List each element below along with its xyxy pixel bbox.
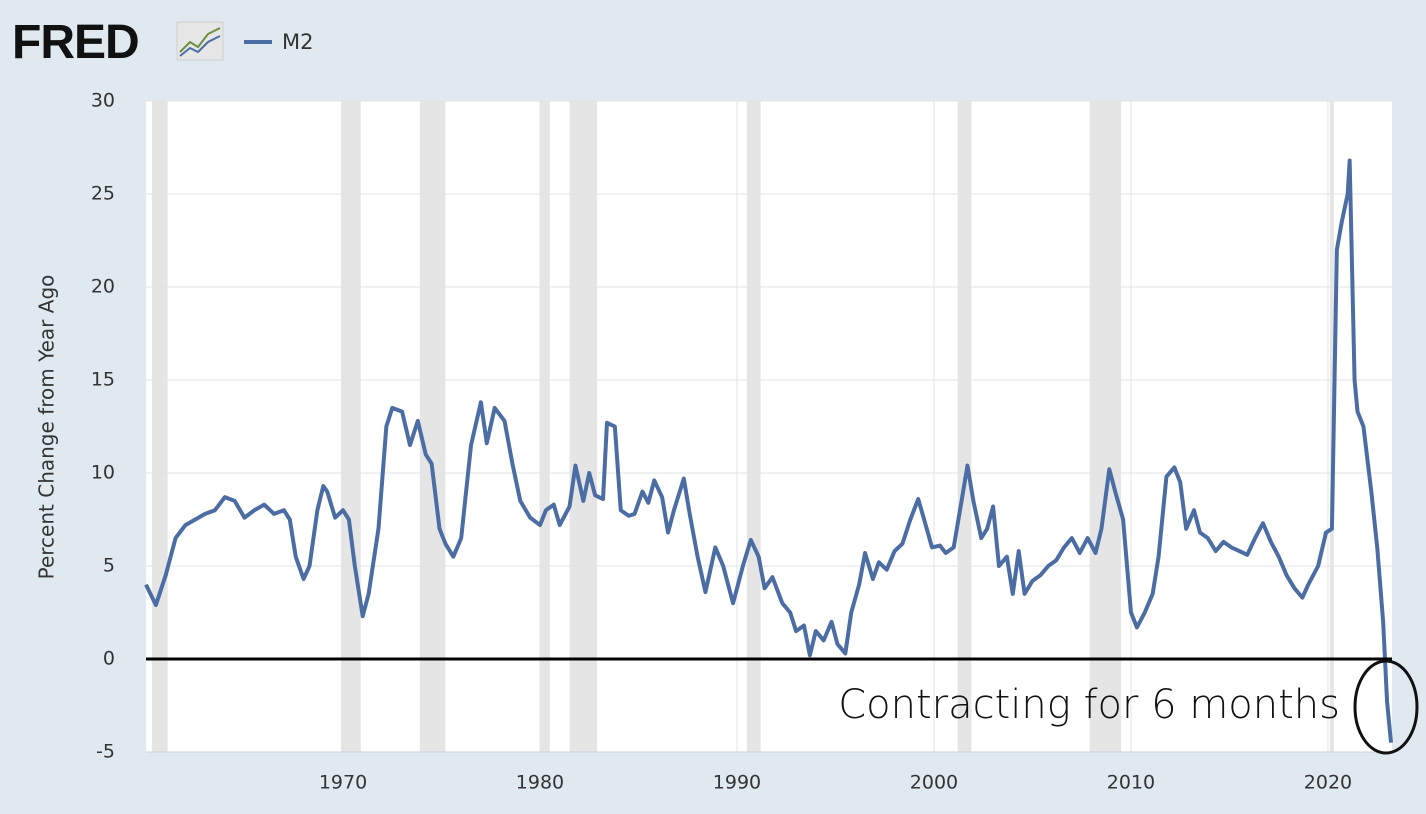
y-tick-label: 5	[103, 555, 115, 577]
recession-band	[151, 101, 168, 752]
legend-label: M2	[282, 30, 313, 54]
annotation-ellipse	[1353, 659, 1419, 755]
recession-band	[419, 101, 446, 752]
y-tick-label: 30	[91, 90, 115, 112]
marks	[144, 158, 1394, 743]
plot-area	[146, 101, 1392, 752]
logo: FRED	[12, 16, 139, 69]
y-tick-label: -5	[96, 741, 115, 763]
y-tick-label: 10	[91, 462, 115, 484]
x-tick-label: 2000	[910, 772, 958, 794]
recession-band	[341, 101, 361, 752]
recession-bands	[151, 101, 1334, 752]
y-tick-label: 20	[91, 276, 115, 298]
x-tick-label: 1980	[516, 772, 564, 794]
logo-icon	[176, 21, 224, 61]
recession-band	[1089, 101, 1122, 752]
x-tick-label: 2020	[1304, 772, 1352, 794]
recession-band	[746, 101, 761, 752]
y-tick-label: 0	[103, 648, 115, 670]
y-tick-label: 25	[91, 183, 115, 205]
annotation: Contracting for 6 months	[838, 682, 1340, 728]
y-axis-label: Percent Change from Year Ago	[35, 275, 59, 580]
recession-band	[569, 101, 598, 752]
recession-band	[539, 101, 550, 752]
x-tick-label: 1970	[319, 772, 367, 794]
x-tick-label: 1990	[713, 772, 761, 794]
y-tick-label: 15	[91, 369, 115, 391]
data-line	[144, 158, 1394, 743]
recession-band	[957, 101, 972, 752]
x-tick-label: 2010	[1107, 772, 1155, 794]
